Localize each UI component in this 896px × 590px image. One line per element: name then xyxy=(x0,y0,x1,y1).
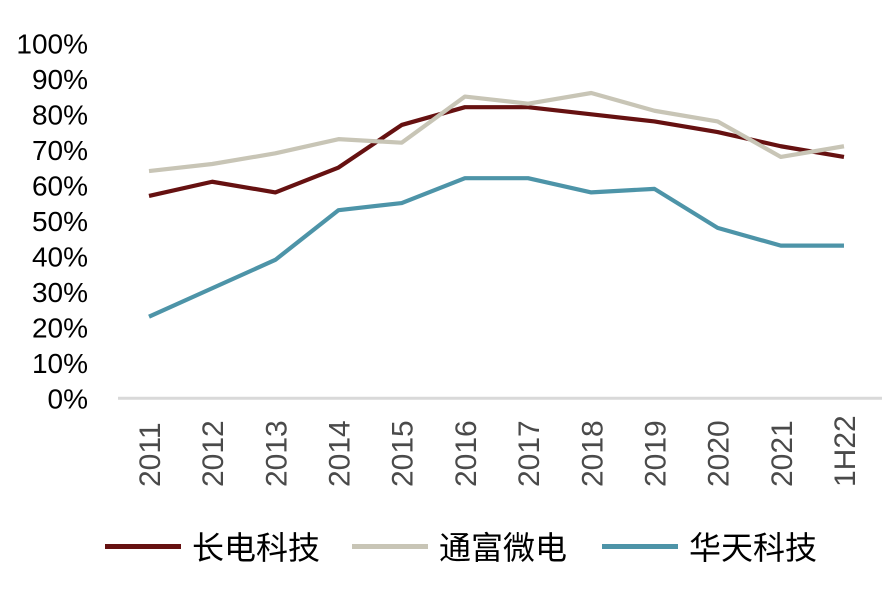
x-axis-tick-label: 2014 xyxy=(324,420,357,487)
x-axis-tick-label: 2020 xyxy=(703,420,736,487)
series-line-tfme xyxy=(148,90,845,174)
x-axis-tick-label: 2021 xyxy=(766,420,799,487)
legend-item-huatian: 华天科技 xyxy=(602,524,817,568)
y-axis-tick-label: 80% xyxy=(32,99,88,130)
legend-item-jcet: 长电科技 xyxy=(105,524,320,568)
y-axis-tick-label: 10% xyxy=(32,348,88,379)
x-axis-tick-label: 2013 xyxy=(260,420,293,487)
x-axis-tick-label: 2018 xyxy=(576,420,609,487)
chart-legend: 长电科技 通富微电 华天科技 xyxy=(0,524,896,568)
y-axis-tick-label: 50% xyxy=(32,206,88,237)
legend-label-tfme: 通富微电 xyxy=(439,530,568,566)
y-axis-tick-label: 100% xyxy=(16,28,88,59)
legend-label-huatian: 华天科技 xyxy=(689,530,818,566)
legend-swatch-huatian xyxy=(602,543,678,549)
y-axis-tick-label: 0% xyxy=(48,383,88,414)
x-axis-tick-label: 2012 xyxy=(197,420,230,487)
series-line-jcet xyxy=(148,105,845,198)
x-axis-tick-label: 1H22 xyxy=(829,415,862,487)
series-line-huatian xyxy=(148,176,844,319)
y-axis-tick-label: 60% xyxy=(32,170,88,201)
legend-swatch-tfme xyxy=(352,543,428,549)
y-axis-tick-label: 90% xyxy=(32,64,88,95)
x-axis-tick-label: 2017 xyxy=(513,420,546,487)
y-axis-tick-label: 40% xyxy=(32,241,88,272)
chart-canvas: 0% 10% 20% 30% 40% 50% 60% 70% 80% 90% 100% 2011 201… xyxy=(16,28,882,487)
y-axis-tick-label: 20% xyxy=(32,312,88,343)
legend-swatch-jcet xyxy=(105,543,181,549)
x-axis-tick-label: 2019 xyxy=(639,420,672,487)
legend-item-tfme: 通富微电 xyxy=(352,524,567,568)
x-axis-tick-label: 2011 xyxy=(134,422,167,487)
x-axis-tick-label: 2016 xyxy=(450,420,483,487)
x-axis-tick-label: 2015 xyxy=(387,420,420,487)
legend-label-jcet: 长电科技 xyxy=(192,530,321,566)
y-axis-tick-label: 70% xyxy=(32,135,88,166)
y-axis-tick-label: 30% xyxy=(32,277,88,308)
